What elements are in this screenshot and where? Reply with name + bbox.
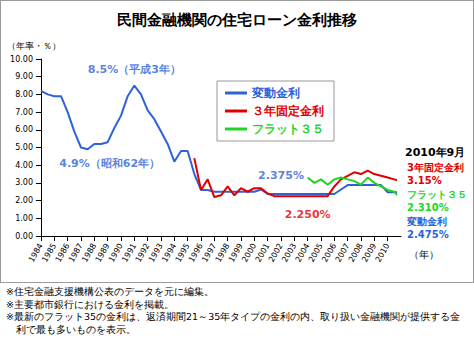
svg-text:3.00: 3.00 <box>15 178 33 187</box>
svg-text:2001: 2001 <box>253 241 272 264</box>
svg-text:1993: 1993 <box>146 241 165 264</box>
svg-text:1997: 1997 <box>200 241 219 264</box>
svg-text:2004: 2004 <box>293 241 312 264</box>
svg-text:0.00: 0.00 <box>15 232 33 241</box>
svg-text:2009: 2009 <box>360 241 379 264</box>
svg-text:1984: 1984 <box>26 241 45 264</box>
svg-text:2008: 2008 <box>346 241 365 264</box>
svg-text:1992: 1992 <box>133 241 152 264</box>
svg-text:1987: 1987 <box>66 241 85 264</box>
svg-text:2007: 2007 <box>333 241 352 264</box>
svg-text:8.00: 8.00 <box>15 90 33 99</box>
svg-text:変動金利: 変動金利 <box>406 216 447 227</box>
svg-text:1996: 1996 <box>186 241 205 264</box>
svg-text:フラット３５: フラット３５ <box>407 189 467 200</box>
html-text:※主要都市銀行における金利を掲載。: ※主要都市銀行における金利を掲載。 <box>6 298 174 310</box>
svg-text:4.00: 4.00 <box>15 161 33 170</box>
svg-text:2005: 2005 <box>306 241 325 264</box>
html-text:※住宅金融支援機構公表のデータを元に編集。: ※住宅金融支援機構公表のデータを元に編集。 <box>6 286 214 297</box>
svg-text:1989: 1989 <box>93 241 112 264</box>
svg-text:変動金利: 変動金利 <box>251 86 300 100</box>
svg-text:2.250%: 2.250% <box>285 208 331 221</box>
svg-text:3年固定金利: 3年固定金利 <box>407 162 464 173</box>
svg-text:8.5%（平成3年）: 8.5%（平成3年） <box>88 63 181 76</box>
svg-text:2010: 2010 <box>374 242 392 264</box>
svg-text:1991: 1991 <box>120 241 139 264</box>
svg-text:2.310%: 2.310% <box>407 202 449 213</box>
svg-text:フラット３５: フラット３５ <box>252 122 324 136</box>
svg-text:2.375%: 2.375% <box>258 169 304 182</box>
svg-text:6.00: 6.00 <box>15 125 33 134</box>
svg-text:2006: 2006 <box>320 241 339 264</box>
svg-text:1995: 1995 <box>173 241 192 264</box>
svg-text:2003: 2003 <box>280 241 299 264</box>
svg-text:2.00: 2.00 <box>15 196 33 205</box>
svg-text:2010年9月: 2010年9月 <box>405 146 465 159</box>
svg-text:1998: 1998 <box>213 241 232 264</box>
svg-text:1988: 1988 <box>80 241 99 264</box>
svg-text:2000: 2000 <box>240 241 259 264</box>
html-text:※最新のフラット35の金利は、返済期間21～35年タイプの金: ※最新のフラット35の金利は、返済期間21～35年タイプの金利の内、取り扱い金融… <box>6 311 461 335</box>
svg-text:4.9%（昭和62年）: 4.9%（昭和62年） <box>59 157 160 170</box>
svg-text:民間金融機関の住宅ローン金利推移: 民間金融機関の住宅ローン金利推移 <box>117 11 357 29</box>
svg-text:10.00: 10.00 <box>10 55 33 64</box>
svg-text:1999: 1999 <box>226 241 245 264</box>
svg-text:1990: 1990 <box>106 241 125 264</box>
svg-text:1985: 1985 <box>40 241 59 264</box>
svg-text:1.00: 1.00 <box>15 214 33 223</box>
svg-text:9.00: 9.00 <box>15 72 33 81</box>
svg-text:1986: 1986 <box>53 241 72 264</box>
svg-text:7.00: 7.00 <box>15 108 33 117</box>
svg-text:2.475%: 2.475% <box>407 229 449 240</box>
svg-text:（年率・％）: （年率・％） <box>7 41 61 51</box>
svg-text:2002: 2002 <box>266 241 285 264</box>
svg-text:3.15%: 3.15% <box>407 175 442 186</box>
svg-text:1994: 1994 <box>160 241 179 264</box>
svg-text:３年固定金利: ３年固定金利 <box>252 104 324 118</box>
svg-text:5.00: 5.00 <box>15 143 33 152</box>
svg-text:（年）: （年） <box>409 249 439 260</box>
